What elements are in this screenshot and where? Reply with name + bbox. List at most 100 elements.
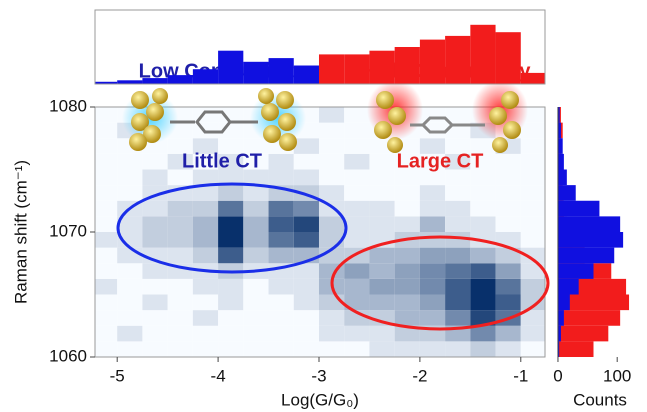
heatmap-cell (520, 310, 545, 326)
heatmap-cell (344, 278, 370, 295)
heatmap-cell (419, 216, 446, 232)
histogram-bar (369, 50, 395, 84)
heatmap-cell (495, 263, 521, 279)
heatmap-cell (394, 294, 420, 311)
heatmap-cell (268, 169, 294, 186)
heatmap-cell (394, 310, 420, 326)
heatmap-cell (419, 169, 446, 186)
histogram-bar (557, 138, 563, 154)
heatmap-cell (369, 153, 395, 170)
heatmap-cell (369, 310, 395, 326)
y-axis-label: Raman shift (cm⁻¹) (11, 160, 30, 304)
heatmap-cell (495, 278, 521, 295)
heatmap-cell (95, 278, 118, 295)
heatmap-cell (167, 325, 193, 342)
heatmap-cell (218, 169, 244, 186)
heatmap-cell (419, 185, 446, 201)
heatmap-cell (394, 263, 420, 279)
heatmap-cell (218, 138, 244, 154)
heatmap-cell (419, 310, 446, 326)
heatmap-cell (142, 310, 168, 326)
heatmap-cell (470, 310, 496, 326)
histogram-bar (557, 294, 570, 311)
heatmap-cell (369, 247, 395, 264)
heatmap-cell (293, 294, 319, 311)
heatmap-cell (344, 185, 370, 201)
histogram-bar (192, 69, 219, 84)
heatmap-cell (419, 153, 446, 170)
histogram-bar (557, 232, 624, 248)
heatmap-cell (293, 263, 319, 279)
heatmap-cell (268, 200, 294, 217)
heatmap-cell (445, 153, 471, 170)
heatmap-cell (344, 138, 370, 154)
heatmap-cell (192, 294, 219, 311)
histogram-bar (557, 341, 560, 357)
heatmap-cell (293, 325, 319, 342)
heatmap-cell (419, 263, 446, 279)
heatmap-cell (495, 294, 521, 311)
heatmap-cell (268, 247, 294, 264)
heatmap-cell (369, 185, 395, 201)
heatmap-cell (192, 310, 219, 326)
heatmap-cell (167, 216, 193, 232)
heatmap-cell (344, 294, 370, 311)
histogram-bar (95, 81, 118, 84)
heatmap-cell (344, 153, 370, 170)
heatmap-cell (445, 216, 471, 232)
heatmap-cell (470, 216, 496, 232)
histogram-bar (520, 72, 545, 84)
heatmap-cell (445, 107, 471, 123)
heatmap-cell (394, 325, 420, 342)
heatmap-cell (369, 294, 395, 311)
heatmap-cell (95, 341, 118, 357)
heatmap-cell (520, 232, 545, 248)
x-tick-label: -2 (412, 366, 427, 385)
heatmap-cell (520, 185, 545, 201)
histogram-bar (557, 216, 621, 232)
heatmap-cell (268, 278, 294, 295)
heatmap-cell (142, 341, 168, 357)
y-tick-label: 1080 (49, 96, 87, 115)
heatmap-cell (142, 294, 168, 311)
heatmap-cell (495, 247, 521, 264)
histogram-bar (557, 310, 564, 326)
heatmap-cell (394, 341, 420, 357)
heatmap-cell (192, 325, 219, 342)
heatmap-cell (495, 341, 521, 357)
heatmap-cell (268, 325, 294, 342)
heatmap-cell (192, 247, 219, 264)
heatmap-cell (470, 294, 496, 311)
heatmap-cell (318, 122, 345, 139)
heatmap-cell (344, 122, 370, 139)
heatmap-cell (167, 278, 193, 295)
x-axis-label: Counts (573, 390, 627, 409)
heatmap-cell (95, 169, 118, 186)
heatmap-cell (192, 185, 219, 201)
heatmap-cell (293, 341, 319, 357)
heatmap-cell (445, 278, 471, 295)
heatmap-cell (95, 325, 118, 342)
heatmap-cell (243, 247, 269, 264)
heatmap-cell (445, 341, 471, 357)
histogram-bar (419, 39, 446, 84)
x-tick-label: -3 (311, 366, 326, 385)
histogram-bar (142, 78, 168, 84)
heatmap-cell (318, 216, 345, 232)
histogram-bar (293, 65, 319, 84)
heatmap-cell (117, 169, 143, 186)
heatmap-cell (419, 294, 446, 311)
heatmap-cell (318, 107, 345, 123)
heatmap-cell (318, 138, 345, 154)
heatmap-cell (394, 153, 420, 170)
heatmap-cell (142, 153, 168, 170)
heatmap-cell (243, 169, 269, 186)
heatmap-cell (394, 185, 420, 201)
heatmap-cell (218, 294, 244, 311)
heatmap-cell (520, 263, 545, 279)
heatmap-cell (95, 310, 118, 326)
heatmap-cell (268, 232, 294, 248)
heatmap-cell (520, 122, 545, 139)
